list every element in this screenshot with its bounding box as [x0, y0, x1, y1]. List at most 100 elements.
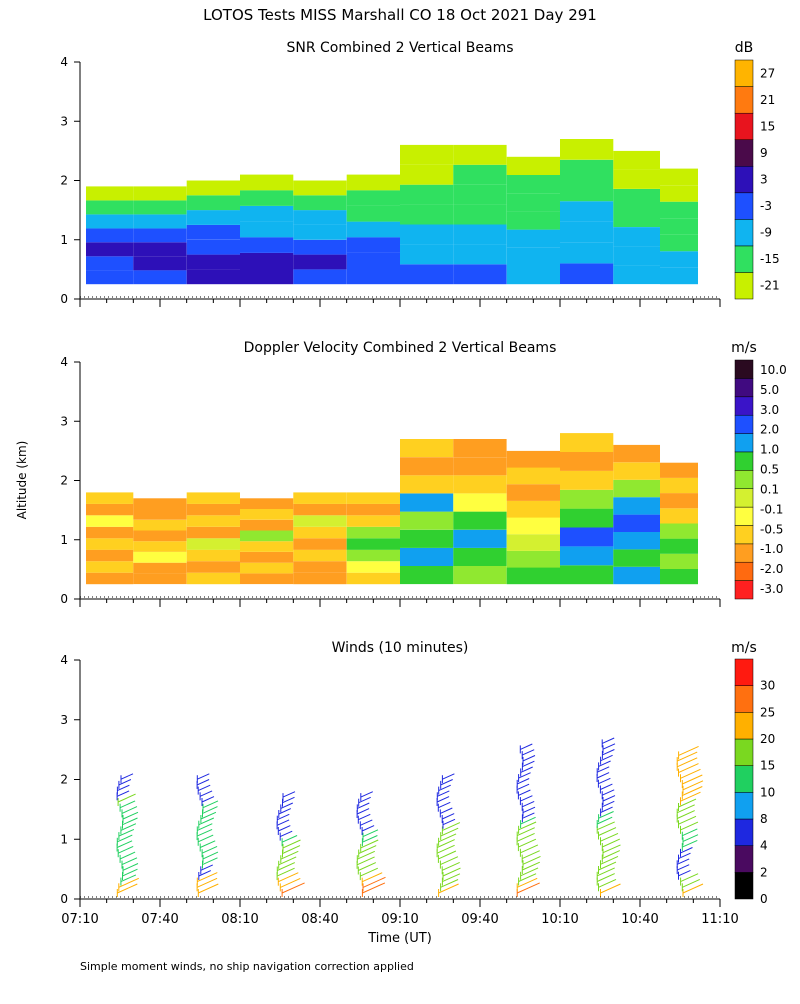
velocity-cell: [86, 515, 134, 527]
wind-barb: [440, 879, 459, 888]
snr-colorbar-label: -9: [760, 226, 772, 240]
wind-barb: [522, 806, 536, 814]
wind-barb: [601, 737, 615, 744]
winds-y-tick-label: 3: [60, 713, 68, 727]
wind-barb: [281, 882, 305, 894]
wind-barb: [120, 874, 137, 883]
wind-barb: [598, 777, 611, 785]
velocity-cell: [133, 573, 187, 585]
wind-barb: [680, 873, 699, 883]
snr-colorbar-label: -3: [760, 199, 772, 213]
snr-cell: [453, 204, 507, 225]
snr-cell: [613, 169, 660, 189]
snr-cell: [613, 189, 660, 208]
velocity-cell: [240, 562, 294, 574]
snr-colorbar-label: 3: [760, 173, 768, 187]
wind-barb: [518, 772, 531, 779]
wind-barb: [602, 800, 615, 808]
snr-cell: [560, 201, 614, 222]
velocity-cell: [453, 529, 507, 548]
velocity-cell: [86, 572, 134, 585]
snr-cell: [660, 201, 698, 219]
wind-barb: [202, 806, 218, 814]
winds-colorbar-swatch: [734, 658, 754, 686]
wind-barb: [682, 774, 703, 785]
snr-cell: [86, 256, 134, 271]
wind-barb: [201, 845, 218, 854]
winds-colorbar-label: 25: [760, 705, 775, 719]
velocity-cell: [660, 462, 698, 478]
wind-barb: [118, 877, 140, 888]
x-axis-label: Time (UT): [367, 931, 432, 946]
snr-cell: [400, 144, 454, 165]
velocity-cell: [506, 484, 560, 501]
snr-cell: [86, 242, 134, 257]
snr-cell: [453, 184, 507, 205]
velocity-colorbar-label: -0.5: [760, 522, 783, 536]
snr-title: SNR Combined 2 Vertical Beams: [286, 40, 513, 56]
wind-barb: [680, 847, 693, 854]
wind-barb: [682, 828, 698, 837]
velocity-colorbar-swatch: [734, 470, 754, 489]
velocity-cell: [660, 508, 698, 524]
footnote: Simple moment winds, no ship navigation …: [80, 960, 414, 973]
velocity-cell: [660, 553, 698, 569]
winds-x-tick-label: 10:10: [541, 912, 578, 927]
snr-y-tick-label: 1: [60, 233, 68, 247]
wind-barb: [598, 811, 614, 819]
wind-barb: [676, 751, 698, 762]
snr-cell: [660, 234, 698, 252]
velocity-cell: [133, 509, 187, 520]
wind-barb: [436, 839, 455, 848]
velocity-cell: [613, 549, 660, 567]
winds-y-tick-label: 0: [60, 892, 68, 906]
wind-barb: [282, 839, 301, 849]
snr-cell: [240, 221, 294, 238]
snr-colorbar-swatch: [734, 272, 754, 300]
wind-barb: [202, 851, 219, 860]
wind-barb: [521, 800, 535, 808]
velocity-cell: [186, 572, 240, 585]
snr-cell: [400, 224, 454, 245]
wind-barb: [200, 864, 214, 871]
velocity-y-tick-label: 3: [60, 414, 68, 428]
velocity-y-tick-label: 0: [60, 592, 68, 606]
snr-colorbar-label: -15: [760, 252, 780, 266]
velocity-cell: [660, 523, 698, 539]
wind-barb: [441, 861, 460, 871]
velocity-cell: [400, 511, 454, 530]
velocity-colorbar-swatch: [734, 580, 754, 600]
winds-x-tick-label: 08:40: [301, 912, 338, 927]
wind-barb: [202, 857, 218, 866]
velocity-cell: [293, 503, 347, 516]
wind-barb: [121, 806, 138, 814]
velocity-cell: [560, 452, 614, 471]
velocity-cell: [133, 562, 187, 574]
wind-barb: [438, 833, 457, 843]
snr-cell: [400, 204, 454, 225]
wind-barb: [602, 838, 621, 848]
snr-y-tick-label: 0: [60, 292, 68, 306]
wind-barb: [117, 883, 138, 894]
wind-barb: [442, 873, 461, 883]
wind-barb: [676, 810, 695, 819]
velocity-panel: Doppler Velocity Combined 2 Vertical Bea…: [60, 340, 787, 607]
velocity-cell: [133, 541, 187, 552]
wind-barb: [600, 855, 619, 865]
velocity-cell: [240, 498, 294, 509]
snr-colorbar-swatch: [734, 192, 754, 220]
velocity-colorbar-swatch: [734, 378, 754, 398]
velocity-cell: [86, 538, 134, 550]
winds-colorbar-label: 4: [760, 839, 768, 853]
velocity-cell: [346, 526, 400, 539]
wind-barb: [442, 773, 455, 780]
velocity-cell: [613, 479, 660, 498]
snr-cell: [400, 184, 454, 205]
wind-barb: [522, 755, 536, 762]
velocity-colorbar-label: 1.0: [760, 443, 779, 457]
velocity-cell: [240, 519, 294, 531]
winds-panel: Winds (10 minutes) m/s 0 1 2 3 4 07:10 07:40 08:1…: [60, 640, 775, 927]
snr-cell: [613, 227, 660, 247]
wind-barb: [356, 808, 370, 815]
winds-x-tick-label: 07:40: [141, 912, 178, 927]
